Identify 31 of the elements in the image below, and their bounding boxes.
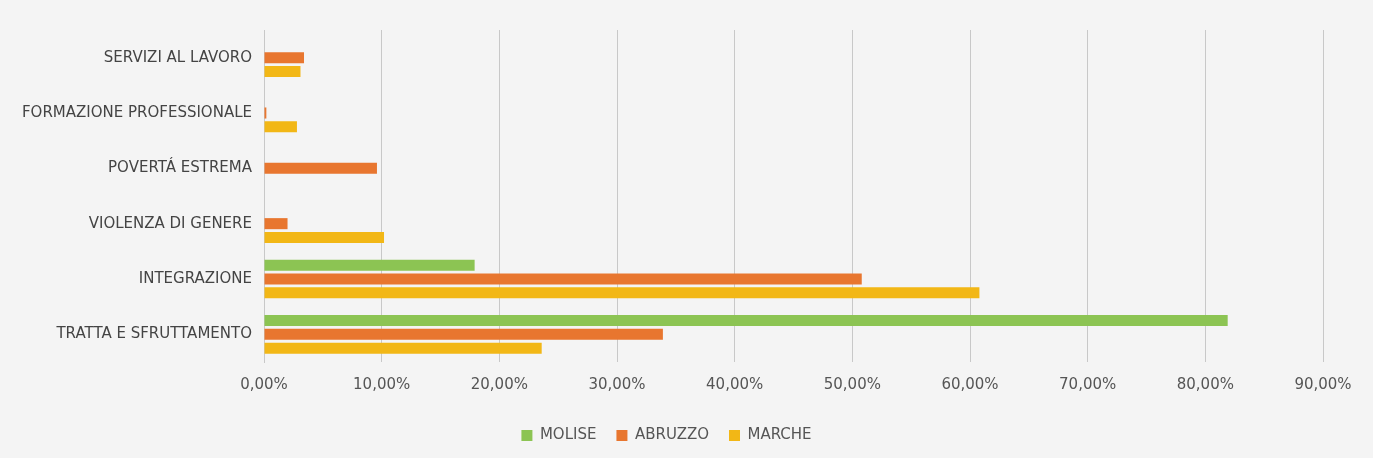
y-tick-label: FORMAZIONE PROFESSIONALE — [21, 102, 252, 121]
bar — [264, 231, 385, 244]
bar — [264, 287, 980, 299]
bar — [264, 162, 377, 174]
x-tick-label: 30,00% — [588, 374, 646, 393]
bar — [264, 314, 1228, 327]
bar — [264, 342, 542, 354]
x-tick-label: 80,00% — [1176, 374, 1234, 393]
y-tick-label: INTEGRAZIONE — [138, 268, 252, 287]
y-tick-label: SERVIZI AL LAVORO — [103, 47, 252, 66]
x-tick-label: 50,00% — [823, 374, 881, 393]
bar — [264, 218, 288, 230]
x-tick-label: 40,00% — [706, 374, 764, 393]
legend-label: MARCHE — [747, 425, 812, 444]
legend-label: ABRUZZO — [634, 425, 709, 444]
y-tick-label: POVERTÁ ESTREMA — [108, 157, 253, 177]
x-tick-label: 90,00% — [1294, 374, 1352, 393]
x-tick-label: 60,00% — [941, 374, 999, 393]
bar — [264, 121, 297, 133]
bar — [264, 65, 301, 78]
x-tick-label: 70,00% — [1059, 374, 1117, 393]
bar — [264, 52, 305, 64]
bar — [264, 273, 862, 285]
legend-label: MOLISE — [539, 425, 597, 444]
x-tick-label: 10,00% — [353, 374, 411, 393]
y-tick-label: VIOLENZA DI GENERE — [88, 213, 252, 232]
x-tick-label: 0,00% — [240, 374, 288, 393]
bar — [264, 328, 663, 340]
y-tick-label: TRATTA E SFRUTTAMENTO — [55, 324, 252, 343]
bar — [264, 259, 475, 271]
x-tick-label: 20,00% — [470, 374, 528, 393]
